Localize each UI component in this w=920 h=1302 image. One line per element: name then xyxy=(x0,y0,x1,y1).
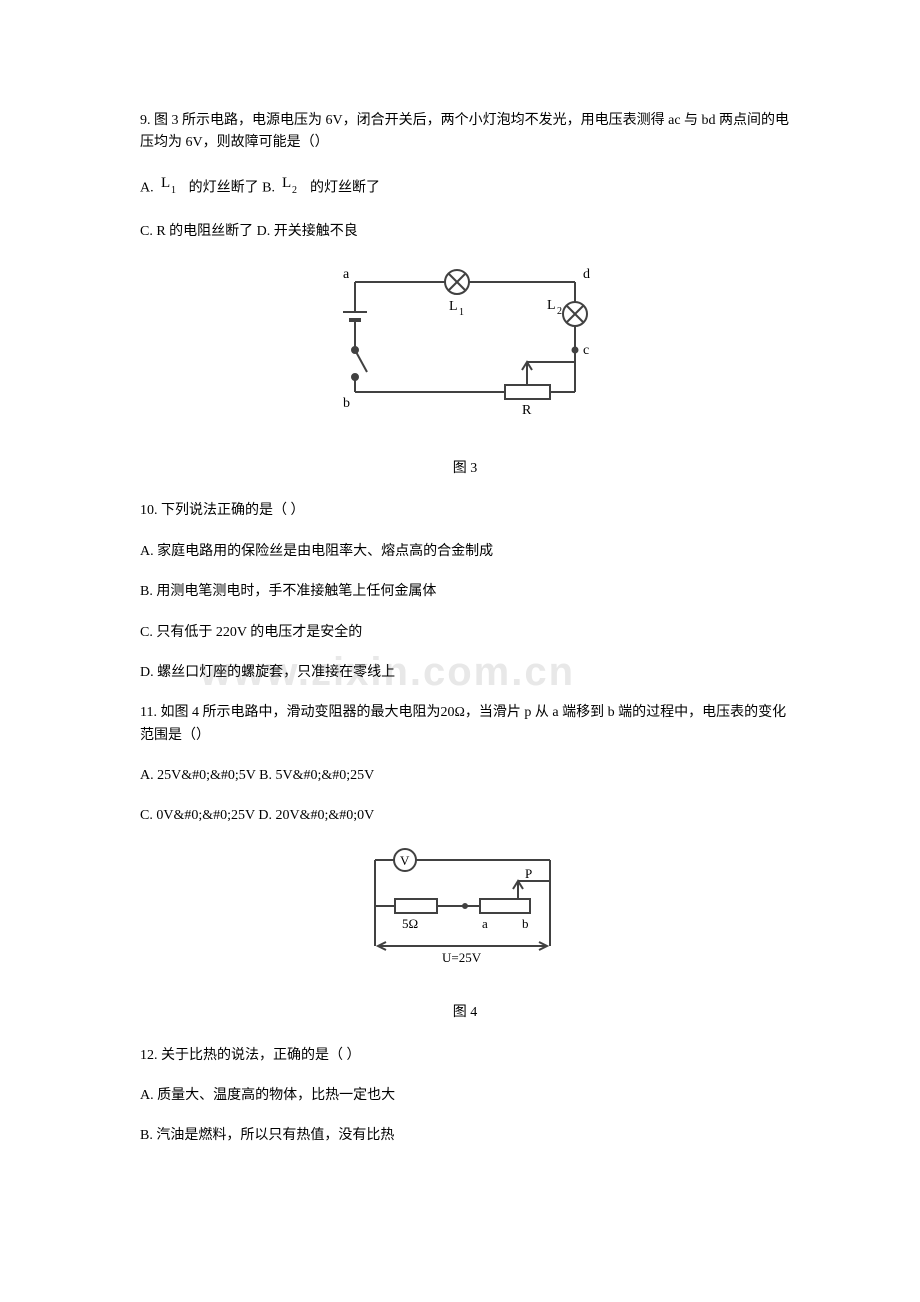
q11-stem: 11. 如图 4 所示电路中，滑动变阻器的最大电阻为20Ω，当滑片 p 从 a … xyxy=(140,702,790,747)
q10-stem: 10. 下列说法正确的是（ ） xyxy=(140,500,790,522)
fig4-label-V: V xyxy=(400,853,410,868)
circuit-diagram-4: V 5Ω a b P U=25V xyxy=(350,846,580,976)
q9-L1-formula: L 1 xyxy=(159,173,183,203)
q9-figure: a b c d L 1 L 2 R xyxy=(140,262,790,440)
circuit-diagram-3: a b c d L 1 L 2 R xyxy=(325,262,605,432)
q10-optB: B. 用测电笔测电时，手不准接触笔上任何金属体 xyxy=(140,581,790,603)
fig3-label-a: a xyxy=(343,267,350,282)
q9-figure-caption: 图 3 xyxy=(140,458,790,480)
q11-stem-prefix: 11. 如图 4 所示电路中，滑动变阻器的最大电阻为 xyxy=(140,705,440,720)
q11-maxR: 20Ω xyxy=(440,705,464,720)
fig3-label-c: c xyxy=(583,343,589,358)
q9-options-ab: A. L 1 的灯丝断了 B. L 2 的灯丝断了 xyxy=(140,173,790,203)
fig3-label-R: R xyxy=(522,403,532,418)
fig3-label-L2sub: 2 xyxy=(557,306,562,317)
q9-L1-sub: 1 xyxy=(171,185,176,195)
q9-L2-formula: L 2 xyxy=(280,173,304,203)
q12-stem: 12. 关于比热的说法，正确的是（ ） xyxy=(140,1045,790,1067)
q9-optB-suffix: 的灯丝断了 xyxy=(310,180,380,195)
fig4-label-a: a xyxy=(482,916,488,931)
q12-optB: B. 汽油是燃料，所以只有热值，没有比热 xyxy=(140,1125,790,1147)
q11-options-cd: C. 0V&#0;&#0;25V D. 20V&#0;&#0;0V xyxy=(140,805,790,827)
q9-L2-sub: 2 xyxy=(292,185,297,195)
q10-optC: C. 只有低于 220V 的电压才是安全的 xyxy=(140,622,790,644)
q9-L1-L: L xyxy=(161,175,170,191)
q9-stem: 9. 图 3 所示电路，电源电压为 6V，闭合开关后，两个小灯泡均不发光，用电压… xyxy=(140,110,790,155)
fig4-label-U: U=25V xyxy=(442,950,482,965)
q11-figure: V 5Ω a b P U=25V xyxy=(140,846,790,984)
fig4-label-P: P xyxy=(525,866,532,881)
document-content: 9. 图 3 所示电路，电源电压为 6V，闭合开关后，两个小灯泡均不发光，用电压… xyxy=(140,110,790,1148)
q10-optA: A. 家庭电路用的保险丝是由电阻率大、熔点高的合金制成 xyxy=(140,541,790,563)
fig3-label-L1: L xyxy=(449,299,458,314)
fig3-label-L2: L xyxy=(547,298,556,313)
fig3-label-d: d xyxy=(583,267,590,282)
fig3-label-L1sub: 1 xyxy=(459,307,464,318)
q9-options-cd: C. R 的电阻丝断了 D. 开关接触不良 xyxy=(140,221,790,243)
q9-L2-L: L xyxy=(282,175,291,191)
q9-optA-prefix: A. xyxy=(140,180,157,195)
q11-options-ab: A. 25V&#0;&#0;5V B. 5V&#0;&#0;25V xyxy=(140,765,790,787)
fig4-label-b: b xyxy=(522,916,529,931)
fig4-label-5ohm: 5Ω xyxy=(402,916,418,931)
fig3-label-b: b xyxy=(343,396,350,411)
q12-optA: A. 质量大、温度高的物体，比热一定也大 xyxy=(140,1085,790,1107)
q10-optD: D. 螺丝口灯座的螺旋套，只准接在零线上 xyxy=(140,662,790,684)
q11-figure-caption: 图 4 xyxy=(140,1002,790,1024)
q9-optA-suffix: 的灯丝断了 B. xyxy=(189,180,279,195)
